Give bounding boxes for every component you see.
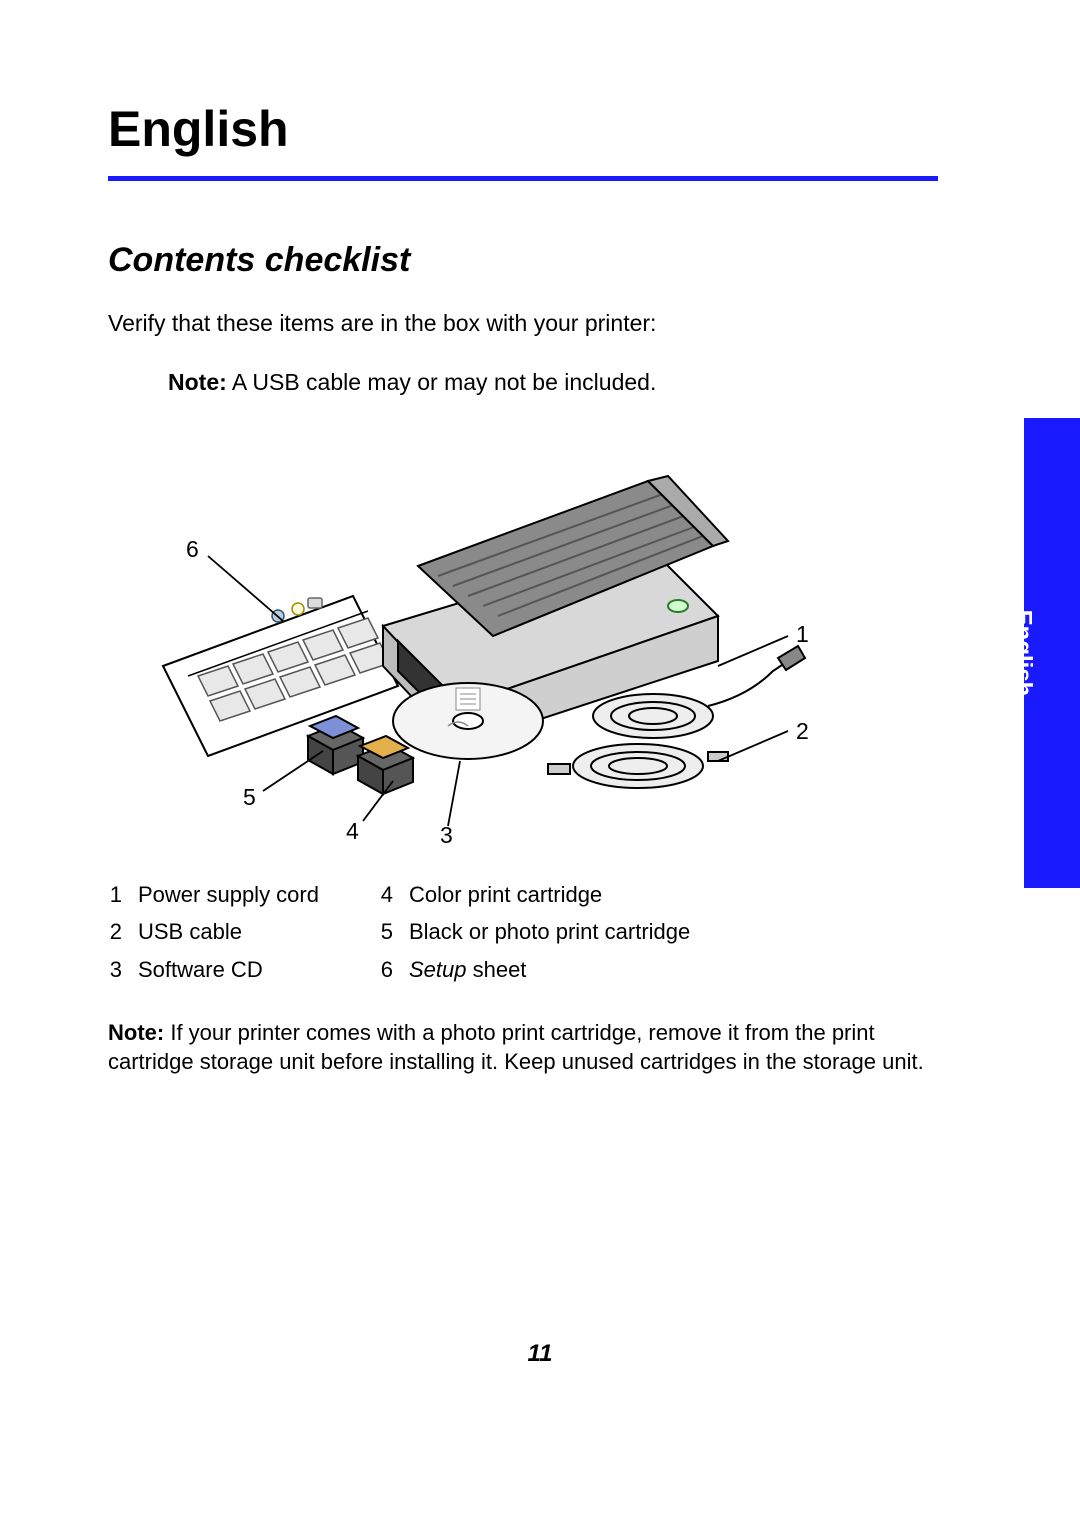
legend-col-left: 1 Power supply cord 2 USB cable 3 Softwa…: [108, 876, 319, 988]
legend-num: 6: [379, 951, 393, 988]
legend-setup-rest: sheet: [466, 957, 526, 982]
legend-num: 1: [108, 876, 122, 913]
callout-4: 4: [346, 818, 359, 845]
note-body: A USB cable may or may not be included.: [227, 369, 657, 395]
legend-num: 3: [108, 951, 122, 988]
legend-table: 1 Power supply cord 2 USB cable 3 Softwa…: [108, 876, 938, 988]
callout-1: 1: [796, 621, 809, 648]
legend-row: 5 Black or photo print cartridge: [379, 913, 690, 950]
page-number: 11: [0, 1340, 1080, 1368]
legend-text: Setup sheet: [409, 951, 526, 988]
legend-text: Color print cartridge: [409, 876, 602, 913]
legend-text: Power supply cord: [138, 876, 319, 913]
legend-row: 2 USB cable: [108, 913, 319, 950]
legend-setup-italic: Setup: [409, 957, 467, 982]
legend-num: 4: [379, 876, 393, 913]
callout-2: 2: [796, 718, 809, 745]
callout-5: 5: [243, 784, 256, 811]
legend-num: 2: [108, 913, 122, 950]
usb-note: Note: A USB cable may or may not be incl…: [168, 367, 938, 398]
intro-text: Verify that these items are in the box w…: [108, 308, 938, 339]
callout-6: 6: [186, 536, 199, 563]
legend-row: 6 Setup sheet: [379, 951, 690, 988]
language-side-tab-label: English: [1009, 610, 1037, 697]
bottom-note-prefix: Note:: [108, 1020, 164, 1045]
legend-row: 1 Power supply cord: [108, 876, 319, 913]
printer-contents-illustration: [108, 426, 938, 846]
callout-3: 3: [440, 822, 453, 849]
legend-col-right: 4 Color print cartridge 5 Black or photo…: [379, 876, 690, 988]
note-prefix: Note:: [168, 369, 227, 395]
legend-num: 5: [379, 913, 393, 950]
legend-row: 4 Color print cartridge: [379, 876, 690, 913]
section-heading: Contents checklist: [108, 241, 938, 280]
legend-row: 3 Software CD: [108, 951, 319, 988]
bottom-note-body: If your printer comes with a photo print…: [108, 1020, 924, 1074]
legend-text: Black or photo print cartridge: [409, 913, 690, 950]
legend-text: USB cable: [138, 913, 242, 950]
contents-figure: 6 5 4 3 1 2: [108, 426, 938, 846]
language-side-tab: English: [1024, 418, 1080, 888]
bottom-note: Note: If your printer comes with a photo…: [108, 1018, 938, 1076]
title-rule: [108, 176, 938, 181]
page-title: English: [108, 100, 938, 158]
legend-text: Software CD: [138, 951, 263, 988]
